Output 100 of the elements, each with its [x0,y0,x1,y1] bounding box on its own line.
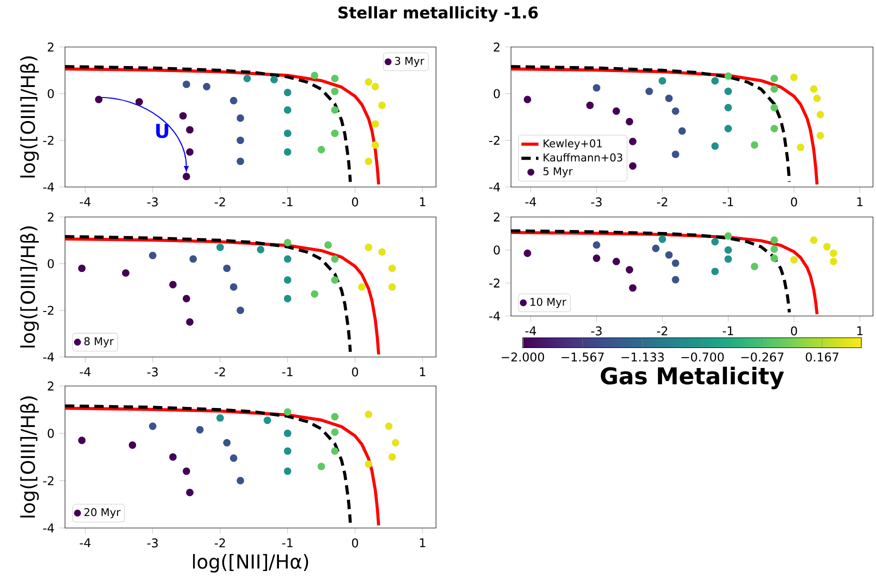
point [284,294,292,302]
point [790,74,798,82]
legend-label: Kewley+01 [544,139,602,150]
x-tick-label: -3 [591,326,602,336]
point [612,107,620,115]
point [324,241,332,249]
point [665,94,673,102]
point [230,96,238,104]
point [284,130,292,138]
y-tick-label: -2 [43,136,54,145]
point [724,72,732,80]
x-axis-title: log([NII]/Hα) [193,554,308,573]
point [770,124,778,132]
point [270,76,278,84]
point [711,268,719,276]
point [770,74,778,82]
legend-label: 3 Myr [395,56,424,67]
chart-title: Stellar metallicity -1.6 [338,6,538,22]
x-tick-label: -3 [591,197,602,206]
point [135,98,143,106]
point [236,136,244,144]
point [256,246,264,254]
y-tick-label: 2 [48,42,54,52]
point [388,453,396,461]
y-tick-label: 0 [48,259,54,268]
x-tick-label: -4 [80,197,91,206]
point [148,252,156,260]
y-tick-label: 0 [494,89,500,98]
point [364,460,372,468]
point [592,254,600,262]
x-tick-label: -4 [80,367,91,376]
legend-label: 5 Myr [543,167,573,178]
point [331,413,339,420]
legend-label: 10 Myr [530,298,566,308]
y-tick-label: -4 [43,182,54,192]
point [94,96,102,104]
point [672,107,680,115]
point [652,244,660,252]
point [169,453,177,461]
point [796,144,804,152]
point [678,127,686,135]
y-tick-label: 2 [494,42,500,52]
point [790,256,798,264]
point [770,85,778,93]
x-tick-label: 1 [857,197,863,206]
point [310,72,318,80]
point [770,245,778,253]
point [711,142,719,150]
point [378,102,386,110]
point [186,126,194,134]
y-axis-title: log([OIII]/Hβ) [20,56,39,178]
x-tick-label: 1 [420,538,426,548]
point [78,264,86,272]
point [586,102,594,110]
point [816,110,824,118]
point [284,430,292,438]
x-tick-label: -1 [282,197,292,206]
point [236,158,244,166]
point [284,276,292,284]
point [284,447,292,455]
point [216,244,224,252]
x-tick-label: -2 [656,197,668,206]
point [665,251,673,259]
point [830,250,838,258]
point [364,158,372,166]
point [672,150,680,158]
x-tick-label: -1 [722,326,734,336]
point [284,148,292,156]
point [284,408,292,416]
point [711,238,719,246]
point [179,112,187,120]
point [626,118,634,126]
point [372,82,380,90]
y-tick-label: -2 [489,278,500,288]
point [186,148,194,156]
color-bar-label: 0.167 [806,352,838,362]
point [243,74,251,82]
point [78,436,86,444]
point [318,146,326,154]
point [230,454,238,462]
point [724,124,732,132]
point [128,441,136,449]
color-bar-label: −0.700 [681,352,724,362]
y-tick-label: 0 [48,89,54,98]
annotation: U [156,124,168,138]
point [310,290,318,298]
point [392,439,400,447]
point [629,162,636,170]
point [182,80,190,88]
point [813,94,821,102]
x-tick-label: -1 [282,367,292,376]
point [196,426,204,434]
point [612,258,620,266]
point [711,77,719,85]
y-tick-label: 2 [494,212,500,222]
point [284,88,292,96]
y-tick-label: 0 [48,428,54,438]
point [331,255,339,263]
color-bar-label: −0.267 [741,352,784,362]
y-tick-label: -4 [43,352,54,362]
